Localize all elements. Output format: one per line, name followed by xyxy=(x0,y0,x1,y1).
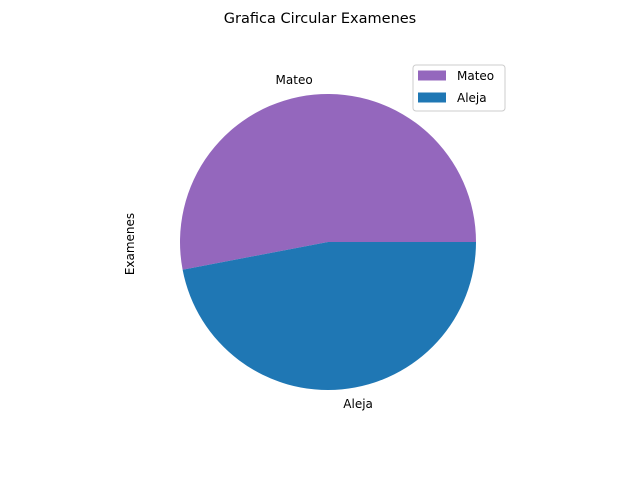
chart-title: Grafica Circular Examenes xyxy=(224,11,416,27)
slice-label-aleja: Aleja xyxy=(343,397,373,411)
pie-slice-mateo xyxy=(180,94,476,270)
legend-label-mateo: Mateo xyxy=(457,69,494,83)
pie-slices xyxy=(180,94,476,391)
pie-slice-aleja xyxy=(182,242,476,391)
slice-label-mateo: Mateo xyxy=(276,73,313,87)
legend: Mateo Aleja xyxy=(412,64,506,112)
pie-slice-labels: Mateo Aleja xyxy=(276,73,373,411)
legend-swatch-aleja xyxy=(418,92,446,103)
y-axis-label: Examenes xyxy=(123,213,137,275)
legend-label-aleja: Aleja xyxy=(457,91,487,105)
legend-swatch-mateo xyxy=(418,70,446,81)
